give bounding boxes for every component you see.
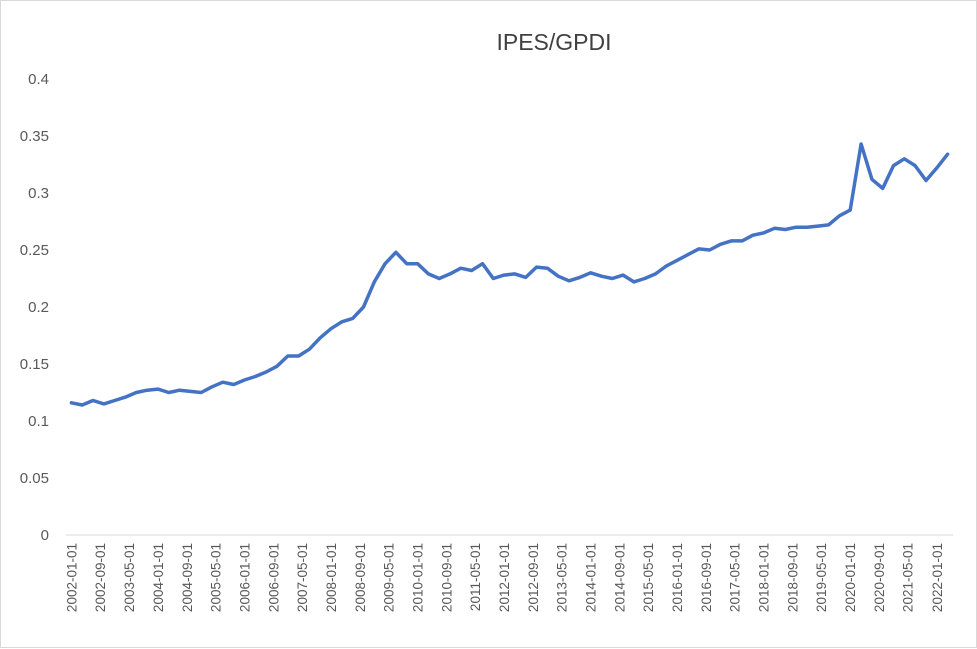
- y-tick-label: 0.15: [20, 356, 49, 373]
- x-tick-label: 2022-01-01: [930, 543, 945, 612]
- x-tick-label: 2017-05-01: [728, 543, 743, 612]
- x-tick-label: 2009-05-01: [382, 543, 397, 612]
- x-tick-label: 2006-01-01: [237, 543, 252, 612]
- x-tick-label: 2018-01-01: [757, 543, 772, 612]
- x-tick-label: 2006-09-01: [266, 543, 281, 612]
- y-tick-label: 0.4: [28, 71, 49, 88]
- y-tick-label: 0.3: [28, 185, 49, 202]
- x-tick-label: 2010-01-01: [411, 543, 426, 612]
- y-tick-label: 0.25: [20, 242, 49, 259]
- x-tick-label: 2011-05-01: [468, 543, 483, 611]
- x-tick-label: 2008-09-01: [353, 543, 368, 612]
- x-tick-label: 2018-09-01: [785, 543, 800, 612]
- y-tick-label: 0.2: [28, 299, 49, 316]
- x-tick-label: 2002-01-01: [64, 543, 79, 612]
- y-tick-label: 0.05: [20, 470, 49, 487]
- y-axis-ticks: 0 0.05 0.1 0.15 0.2 0.25 0.3 0.35 0.4: [20, 71, 49, 544]
- chart-title: IPES/GPDI: [496, 29, 611, 55]
- x-axis-ticks: 2002-01-01 2002-09-01 2003-05-01 2004-01-01…: [64, 543, 944, 612]
- x-tick-label: 2004-01-01: [151, 543, 166, 612]
- x-tick-label: 2020-09-01: [872, 543, 887, 612]
- y-tick-label: 0: [41, 527, 49, 544]
- series-line: [69, 142, 950, 407]
- x-tick-label: 2014-01-01: [584, 543, 599, 612]
- x-tick-label: 2007-05-01: [295, 543, 310, 612]
- x-tick-label: 2016-01-01: [670, 543, 685, 612]
- x-tick-label: 2005-05-01: [209, 543, 224, 612]
- x-tick-label: 2013-05-01: [555, 543, 570, 612]
- x-tick-label: 2012-09-01: [526, 543, 541, 612]
- x-tick-label: 2020-01-01: [843, 543, 858, 612]
- x-tick-label: 2003-05-01: [122, 543, 137, 612]
- x-tick-label: 2002-09-01: [93, 543, 108, 612]
- x-tick-label: 2004-09-01: [180, 543, 195, 612]
- x-tick-label: 2010-09-01: [439, 543, 454, 612]
- x-tick-label: 2019-05-01: [814, 543, 829, 612]
- x-tick-label: 2014-09-01: [612, 543, 627, 612]
- x-tick-label: 2016-09-01: [699, 543, 714, 612]
- x-tick-label: 2021-05-01: [901, 543, 916, 612]
- x-tick-label: 2012-01-01: [497, 543, 512, 612]
- x-tick-label: 2015-05-01: [641, 543, 656, 612]
- y-tick-label: 0.35: [20, 128, 49, 145]
- x-tick-label: 2008-01-01: [324, 543, 339, 612]
- y-tick-label: 0.1: [28, 413, 49, 430]
